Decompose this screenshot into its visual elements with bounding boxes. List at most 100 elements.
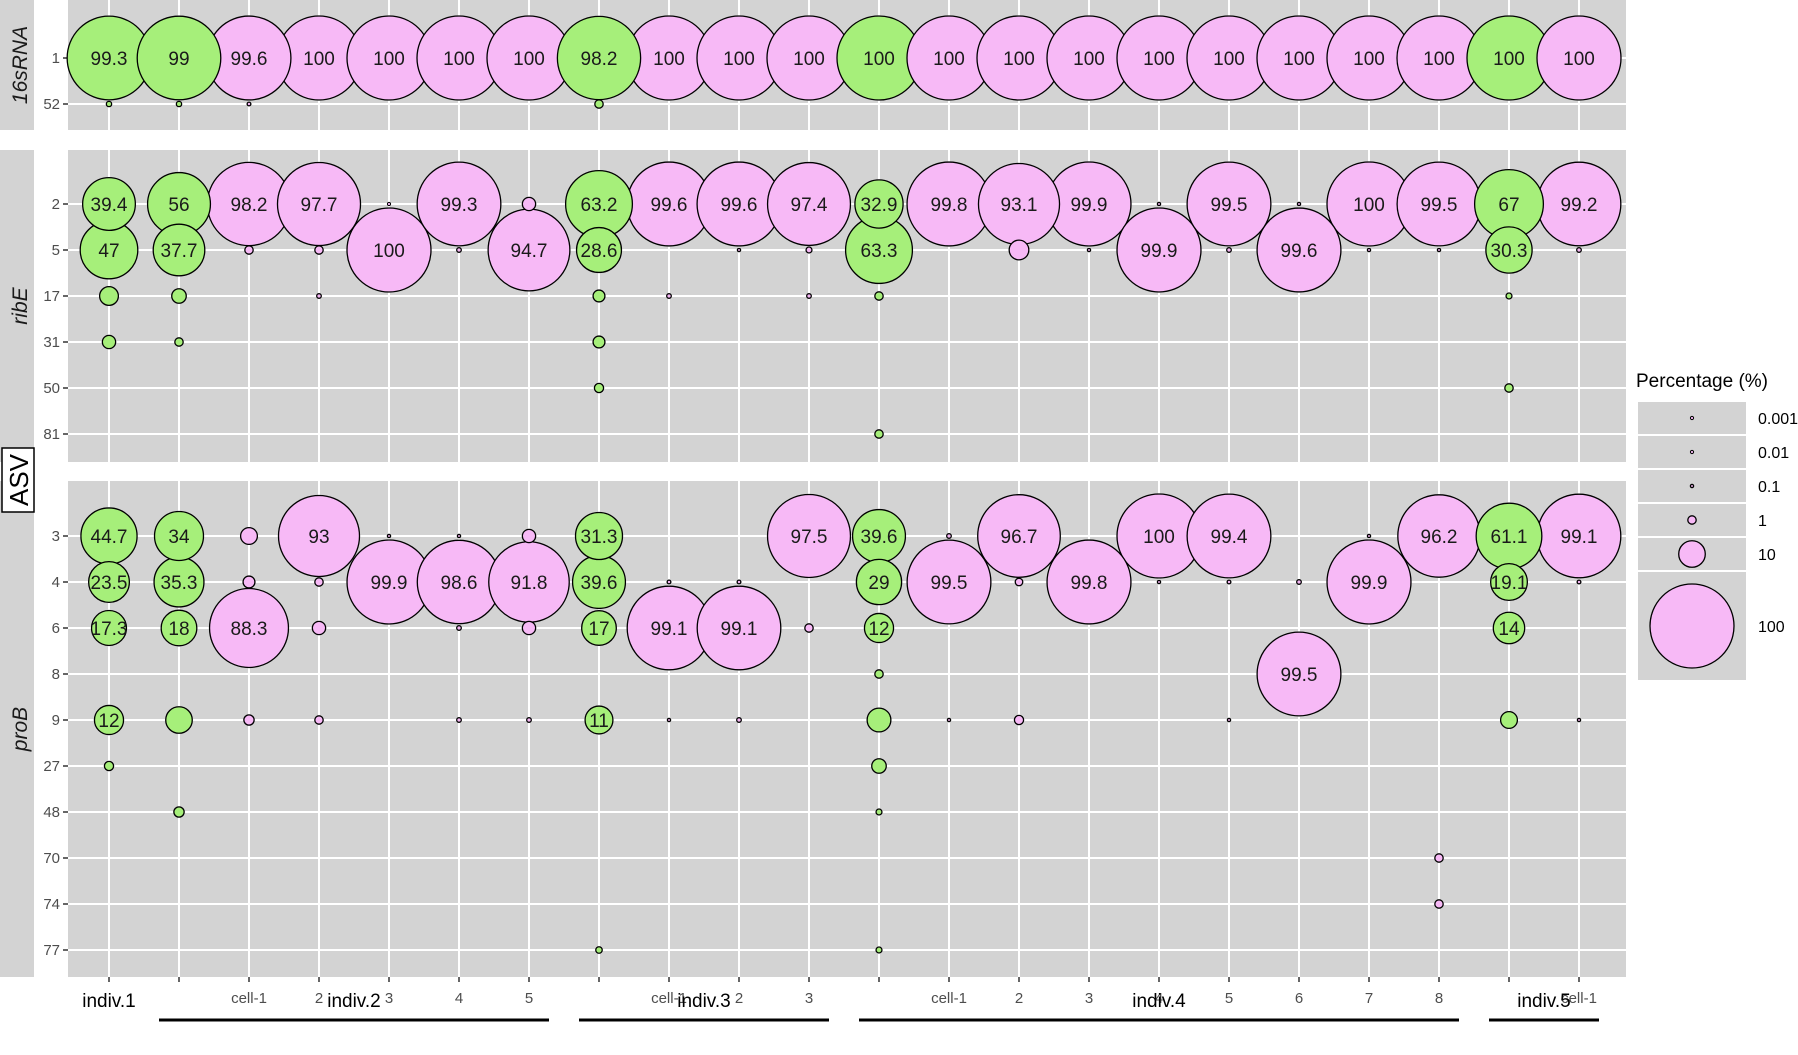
y-tick-label: 81 <box>43 426 60 443</box>
bubble <box>1434 853 1444 863</box>
bubble <box>863 612 895 644</box>
bubble <box>314 715 324 725</box>
bubble <box>854 179 904 229</box>
bubble <box>153 510 205 562</box>
bubble <box>696 585 782 671</box>
bubble-label: 94.7 <box>511 241 548 262</box>
bubble-label: 32.9 <box>861 195 898 216</box>
legend-bubble <box>1649 583 1735 669</box>
bubble-label: 99.1 <box>721 619 758 640</box>
bubble-label: 100 <box>373 241 405 262</box>
legend: Percentage (%) 0.001 0.01 0.1 1 10 100 <box>1636 371 1798 680</box>
bubble <box>946 717 952 723</box>
bubble-label: 100 <box>793 49 825 70</box>
bubble-label: 93.1 <box>1001 195 1038 216</box>
bubble <box>521 620 537 636</box>
legend-label: 0.01 <box>1758 445 1789 462</box>
bubble-label: 99 <box>168 49 189 70</box>
y-tick-label: 17 <box>43 288 60 305</box>
bubble-label: 99.5 <box>1421 195 1458 216</box>
legend-label: 0.1 <box>1758 479 1780 496</box>
bubble-label: 99.6 <box>721 195 758 216</box>
bubble-label: 34 <box>168 527 190 548</box>
bubble-label: 44.7 <box>91 527 128 548</box>
bubble-label: 12 <box>98 711 119 732</box>
bubble <box>456 625 462 631</box>
y-tick-label: 50 <box>43 380 60 397</box>
bubble-label: 97.5 <box>791 527 828 548</box>
bubble <box>1014 577 1024 587</box>
strip-background <box>0 481 34 977</box>
bubble <box>1504 383 1514 393</box>
legend-label: 0.001 <box>1758 411 1798 428</box>
bubble <box>90 609 128 647</box>
bubble <box>595 946 603 954</box>
bubble <box>575 226 623 274</box>
x-tick-label: 5 <box>1225 990 1233 1007</box>
bubble <box>1576 247 1582 253</box>
bubble <box>243 714 255 726</box>
bubble <box>521 528 537 544</box>
group-label: indiv.4 <box>1132 991 1186 1012</box>
bubble-label: 11 <box>589 711 609 732</box>
bubble-label: 100 <box>723 49 755 70</box>
bubble <box>1086 247 1092 253</box>
legend-label: 10 <box>1758 547 1776 564</box>
bubble-label: 14 <box>1498 619 1520 640</box>
bubble-label: 99.3 <box>441 195 478 216</box>
bubble <box>736 579 742 585</box>
bubble <box>1256 207 1342 293</box>
y-title-box <box>1 447 35 513</box>
bubble <box>242 575 256 589</box>
y-tick-label: 9 <box>52 712 60 729</box>
bubble <box>855 558 903 606</box>
x-tick-label: 3 <box>805 990 813 1007</box>
bubble-label: 100 <box>513 49 545 70</box>
bubble <box>174 337 184 347</box>
bubble <box>98 285 120 307</box>
bubble <box>1046 539 1132 625</box>
bubble-label: 99.9 <box>371 573 408 594</box>
bubble <box>581 610 617 646</box>
bubble <box>1485 226 1533 274</box>
bubble <box>1536 15 1622 101</box>
x-tick-label: 6 <box>1295 990 1303 1007</box>
bubble <box>314 577 324 587</box>
x-tick-label: cell-1 <box>931 990 967 1007</box>
bubble-label: 88.3 <box>231 619 268 640</box>
bubble-label: 100 <box>1353 49 1385 70</box>
bubble <box>416 161 502 247</box>
bubble-label: 99.6 <box>1281 241 1318 262</box>
bubble <box>239 526 259 546</box>
bubble-label: 100 <box>1143 527 1175 548</box>
bubble <box>871 758 887 774</box>
bubble <box>1296 201 1302 207</box>
x-tick-label: 5 <box>525 990 533 1007</box>
bubble <box>866 707 892 733</box>
x-tick-label: 4 <box>455 990 463 1007</box>
bubble-label: 99.6 <box>231 49 268 70</box>
bubble <box>666 293 672 299</box>
bubble <box>1186 161 1272 247</box>
bubble <box>136 15 222 101</box>
bubble <box>93 704 125 736</box>
y-tick-label: 3 <box>52 528 60 545</box>
bubble <box>766 493 852 579</box>
bubble-label: 17 <box>588 619 609 640</box>
bubble-label: 97.7 <box>301 195 338 216</box>
bubble <box>736 717 742 723</box>
x-tick-label: cell-1 <box>231 990 267 1007</box>
bubble-label: 99.8 <box>931 195 968 216</box>
bubble-label: 100 <box>1353 195 1385 216</box>
group-label: indiv.3 <box>677 991 731 1012</box>
bubble <box>1226 579 1232 585</box>
legend-label: 100 <box>1758 619 1785 636</box>
bubble-label: 99.2 <box>1561 195 1598 216</box>
bubble-label: 93 <box>308 527 329 548</box>
bubble <box>521 196 537 212</box>
group-label: indiv.2 <box>327 991 381 1012</box>
y-title-text: ASV <box>4 453 34 506</box>
x-tick-label: 7 <box>1365 990 1373 1007</box>
y-tick-label: 74 <box>43 896 60 913</box>
bubble-label: 99.3 <box>91 49 128 70</box>
